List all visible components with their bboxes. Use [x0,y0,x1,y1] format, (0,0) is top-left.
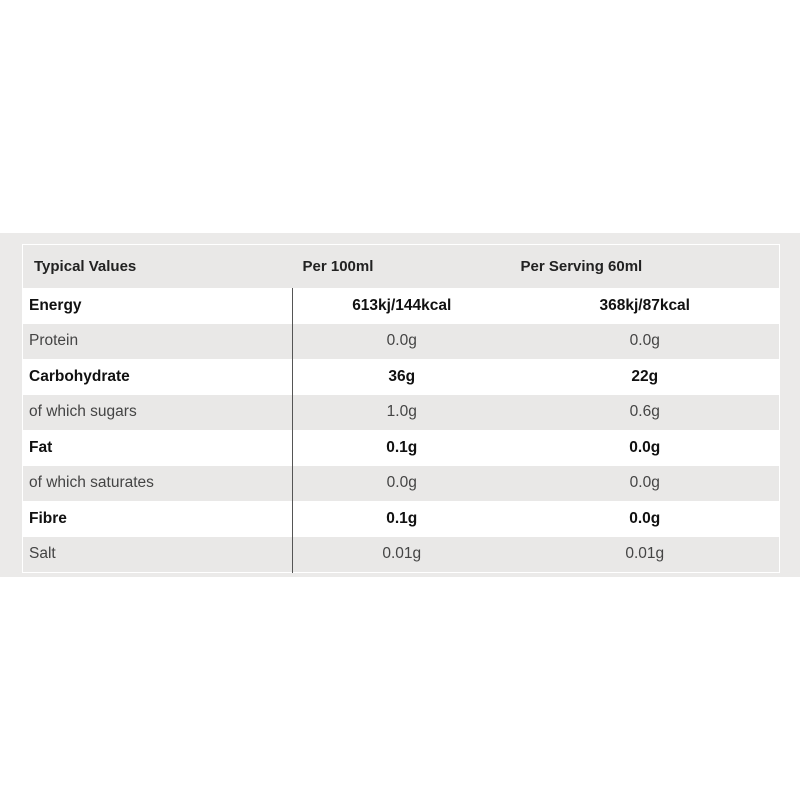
table-row: Salt 0.01g 0.01g [22,536,780,573]
table-row: Energy 613kj/144kcal 368kj/87kcal [22,288,780,324]
row-per-serving: 368kj/87kcal [510,288,780,324]
row-per-100ml: 0.0g [292,323,511,359]
row-label: of which sugars [22,394,293,430]
header-typical-values: Typical Values [22,244,293,288]
row-per-100ml: 613kj/144kcal [292,288,511,324]
table-row: of which saturates 0.0g 0.0g [22,465,780,501]
table-row: Carbohydrate 36g 22g [22,359,780,395]
row-per-serving: 0.6g [510,394,780,430]
row-per-serving: 0.01g [510,536,780,573]
row-label: Protein [22,323,293,359]
table-row: Protein 0.0g 0.0g [22,323,780,359]
table-row: Fibre 0.1g 0.0g [22,501,780,537]
row-per-serving: 0.0g [510,465,780,501]
header-per-serving: Per Serving 60ml [510,244,780,288]
row-per-serving: 22g [510,359,780,395]
row-per-serving: 0.0g [510,430,780,466]
table-header-row: Typical Values Per 100ml Per Serving 60m… [22,244,780,288]
nutrition-table: Typical Values Per 100ml Per Serving 60m… [22,244,780,573]
row-label: Energy [22,288,293,324]
row-label: of which saturates [22,465,293,501]
row-label: Carbohydrate [22,359,293,395]
row-per-serving: 0.0g [510,501,780,537]
row-per-100ml: 0.1g [292,501,511,537]
row-per-100ml: 0.1g [292,430,511,466]
table-row: of which sugars 1.0g 0.6g [22,394,780,430]
table-row: Fat 0.1g 0.0g [22,430,780,466]
row-label: Fat [22,430,293,466]
row-label: Salt [22,536,293,573]
row-per-100ml: 0.0g [292,465,511,501]
header-per-100ml: Per 100ml [292,244,511,288]
row-per-100ml: 0.01g [292,536,511,573]
row-per-serving: 0.0g [510,323,780,359]
row-per-100ml: 36g [292,359,511,395]
row-per-100ml: 1.0g [292,394,511,430]
nutrition-panel: Typical Values Per 100ml Per Serving 60m… [0,233,800,577]
row-label: Fibre [22,501,293,537]
